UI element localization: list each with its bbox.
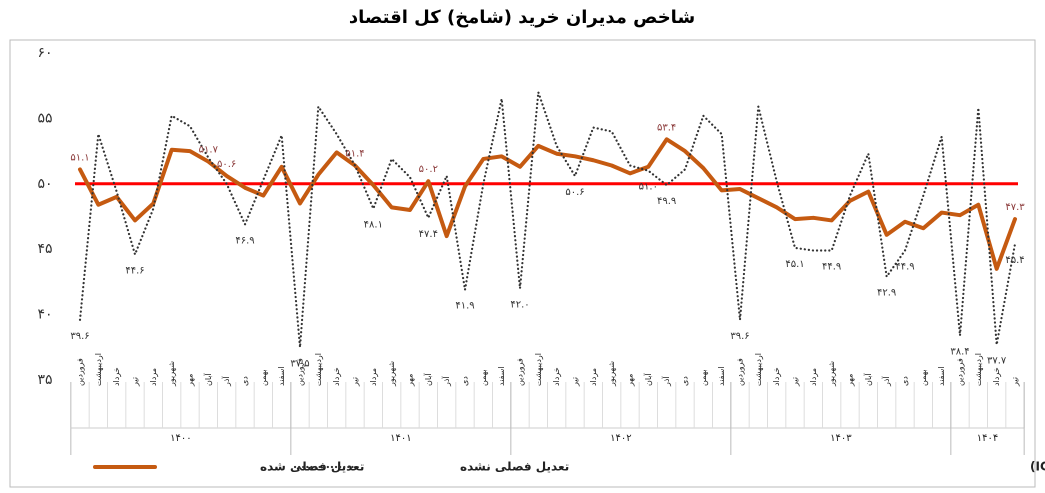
year-label: ۱۴۰۴ bbox=[977, 433, 998, 444]
data-label: ۴۴.۶ bbox=[125, 265, 144, 276]
x-tick-label: مهر bbox=[406, 374, 415, 387]
data-label: ۴۸.۱ bbox=[364, 220, 383, 231]
data-label: ۴۹.۹ bbox=[657, 196, 676, 207]
x-tick-label: خرداد bbox=[112, 367, 121, 386]
x-tick-label: شهریور bbox=[167, 361, 176, 387]
x-tick-label: آذر bbox=[221, 376, 231, 387]
chart-border bbox=[9, 39, 1036, 488]
year-label: ۱۴۰۰ bbox=[170, 433, 191, 444]
x-tick-label: آبان bbox=[863, 372, 873, 386]
x-tick-label: مرداد bbox=[589, 368, 598, 386]
x-tick-label: دی bbox=[901, 376, 910, 386]
y-tick-label: ۴۵ bbox=[37, 241, 52, 257]
x-tick-label: فروردین bbox=[296, 358, 305, 386]
x-tick-label: اردیبهشت bbox=[314, 353, 323, 386]
legend-label: تعدیل فصلی نشده bbox=[460, 460, 569, 474]
data-label: ۳۸.۴ bbox=[950, 347, 969, 358]
source-note: منبع: اتاق بازرگانی، صنایع، معادن و کشاو… bbox=[1030, 460, 1045, 475]
x-tick-label: اردیبهشت bbox=[974, 353, 983, 386]
data-label: ۴۲.۰ bbox=[510, 299, 529, 310]
x-tick-label: آبان bbox=[643, 372, 653, 386]
x-tick-label: بهمن bbox=[259, 369, 268, 386]
x-tick-label: مهر bbox=[846, 374, 855, 387]
x-tick-label: اردیبهشت bbox=[94, 353, 103, 386]
year-label: ۱۴۰۲ bbox=[610, 433, 631, 444]
data-label: ۴۵.۴ bbox=[1005, 255, 1024, 266]
y-tick-label: ۶۰ bbox=[37, 45, 52, 61]
x-tick-label: تیر bbox=[351, 377, 360, 387]
x-tick-label: آبان bbox=[423, 372, 433, 386]
x-tick-label: اسفند bbox=[717, 366, 726, 386]
data-label: ۵۱.۴ bbox=[345, 148, 364, 159]
x-tick-label: خرداد bbox=[552, 367, 561, 386]
data-label: ۵۱.۷ bbox=[199, 145, 219, 156]
x-tick-label: فروردین bbox=[76, 358, 85, 386]
data-label: ۳۷.۵ bbox=[290, 358, 309, 369]
series-line bbox=[78, 137, 1017, 271]
x-tick-label: مرداد bbox=[369, 368, 378, 386]
x-tick-label: خرداد bbox=[772, 367, 781, 386]
x-tick-label: بهمن bbox=[479, 369, 488, 386]
x-tick-label: آذر bbox=[661, 376, 671, 387]
data-label: ۴۷.۳ bbox=[1005, 202, 1025, 213]
x-tick-label: اسفند bbox=[937, 366, 946, 386]
x-tick-label: اردیبهشت bbox=[534, 353, 543, 386]
x-tick-label: فروردین bbox=[516, 358, 525, 386]
y-tick-label: ۵۰ bbox=[37, 176, 52, 192]
y-tick-label: ۳۵ bbox=[37, 372, 52, 388]
x-tick-label: بهمن bbox=[699, 369, 708, 386]
data-label: ۳۹.۶ bbox=[730, 331, 749, 342]
x-tick-label: اسفند bbox=[277, 366, 286, 386]
x-tick-label: مرداد bbox=[149, 368, 158, 386]
x-tick-label: اردیبهشت bbox=[754, 353, 763, 386]
data-label: ۳۹.۶ bbox=[70, 331, 89, 342]
data-label: ۴۴.۹ bbox=[895, 262, 914, 273]
data-label: ۵۱.۰ bbox=[639, 182, 658, 193]
x-tick-label: مهر bbox=[186, 374, 195, 387]
data-label: ۴۵.۱ bbox=[785, 259, 804, 270]
year-label: ۱۴۰۳ bbox=[830, 433, 852, 444]
data-label: ۴۱.۹ bbox=[455, 301, 474, 312]
data-label: ۵۳.۴ bbox=[657, 122, 676, 133]
x-tick-label: شهریور bbox=[387, 361, 396, 387]
data-label: ۴۶.۹ bbox=[235, 235, 254, 246]
chart-title: شاخص مدیران خرید (شامخ) کل اقتصاد bbox=[349, 7, 695, 28]
series-line bbox=[78, 91, 1017, 349]
x-tick-label: تیر bbox=[1011, 377, 1020, 387]
x-tick-label: تیر bbox=[791, 377, 800, 387]
data-label: ۵۰.۶ bbox=[217, 159, 236, 170]
x-tick-label: تیر bbox=[131, 377, 140, 387]
x-tick-label: دی bbox=[461, 376, 470, 386]
x-tick-label: فروردین bbox=[956, 358, 965, 386]
data-label: ۴۷.۴ bbox=[419, 229, 438, 240]
x-tick-label: مرداد bbox=[809, 368, 818, 386]
data-label: ۳۷.۷ bbox=[987, 356, 1007, 367]
x-tick-label: اسفند bbox=[497, 366, 506, 386]
x-tick-label: آبان bbox=[203, 372, 213, 386]
x-tick-label: بهمن bbox=[919, 369, 928, 386]
x-tick-label: دی bbox=[241, 376, 250, 386]
data-label: ۴۴.۹ bbox=[822, 262, 841, 273]
y-tick-label: ۵۵ bbox=[37, 110, 52, 126]
data-label: ۵۱.۱ bbox=[70, 152, 89, 163]
data-label: ۵۰.۲ bbox=[419, 164, 438, 175]
y-tick-label: ۴۰ bbox=[37, 307, 52, 323]
x-tick-label: فروردین bbox=[736, 358, 745, 386]
x-tick-label: شهریور bbox=[607, 361, 616, 387]
data-label: ۴۲.۹ bbox=[877, 288, 896, 299]
x-tick-label: آذر bbox=[441, 376, 451, 387]
x-tick-label: دی bbox=[681, 376, 690, 386]
x-tick-label: مهر bbox=[626, 374, 635, 387]
x-tick-label: تیر bbox=[571, 377, 580, 387]
year-label: ۱۴۰۱ bbox=[390, 433, 411, 444]
x-tick-label: آذر bbox=[881, 376, 891, 387]
x-tick-label: شهریور bbox=[827, 361, 836, 387]
x-tick-label: خرداد bbox=[332, 367, 341, 386]
x-tick-label: خرداد bbox=[992, 367, 1001, 386]
data-label: ۵۰.۶ bbox=[565, 187, 584, 198]
